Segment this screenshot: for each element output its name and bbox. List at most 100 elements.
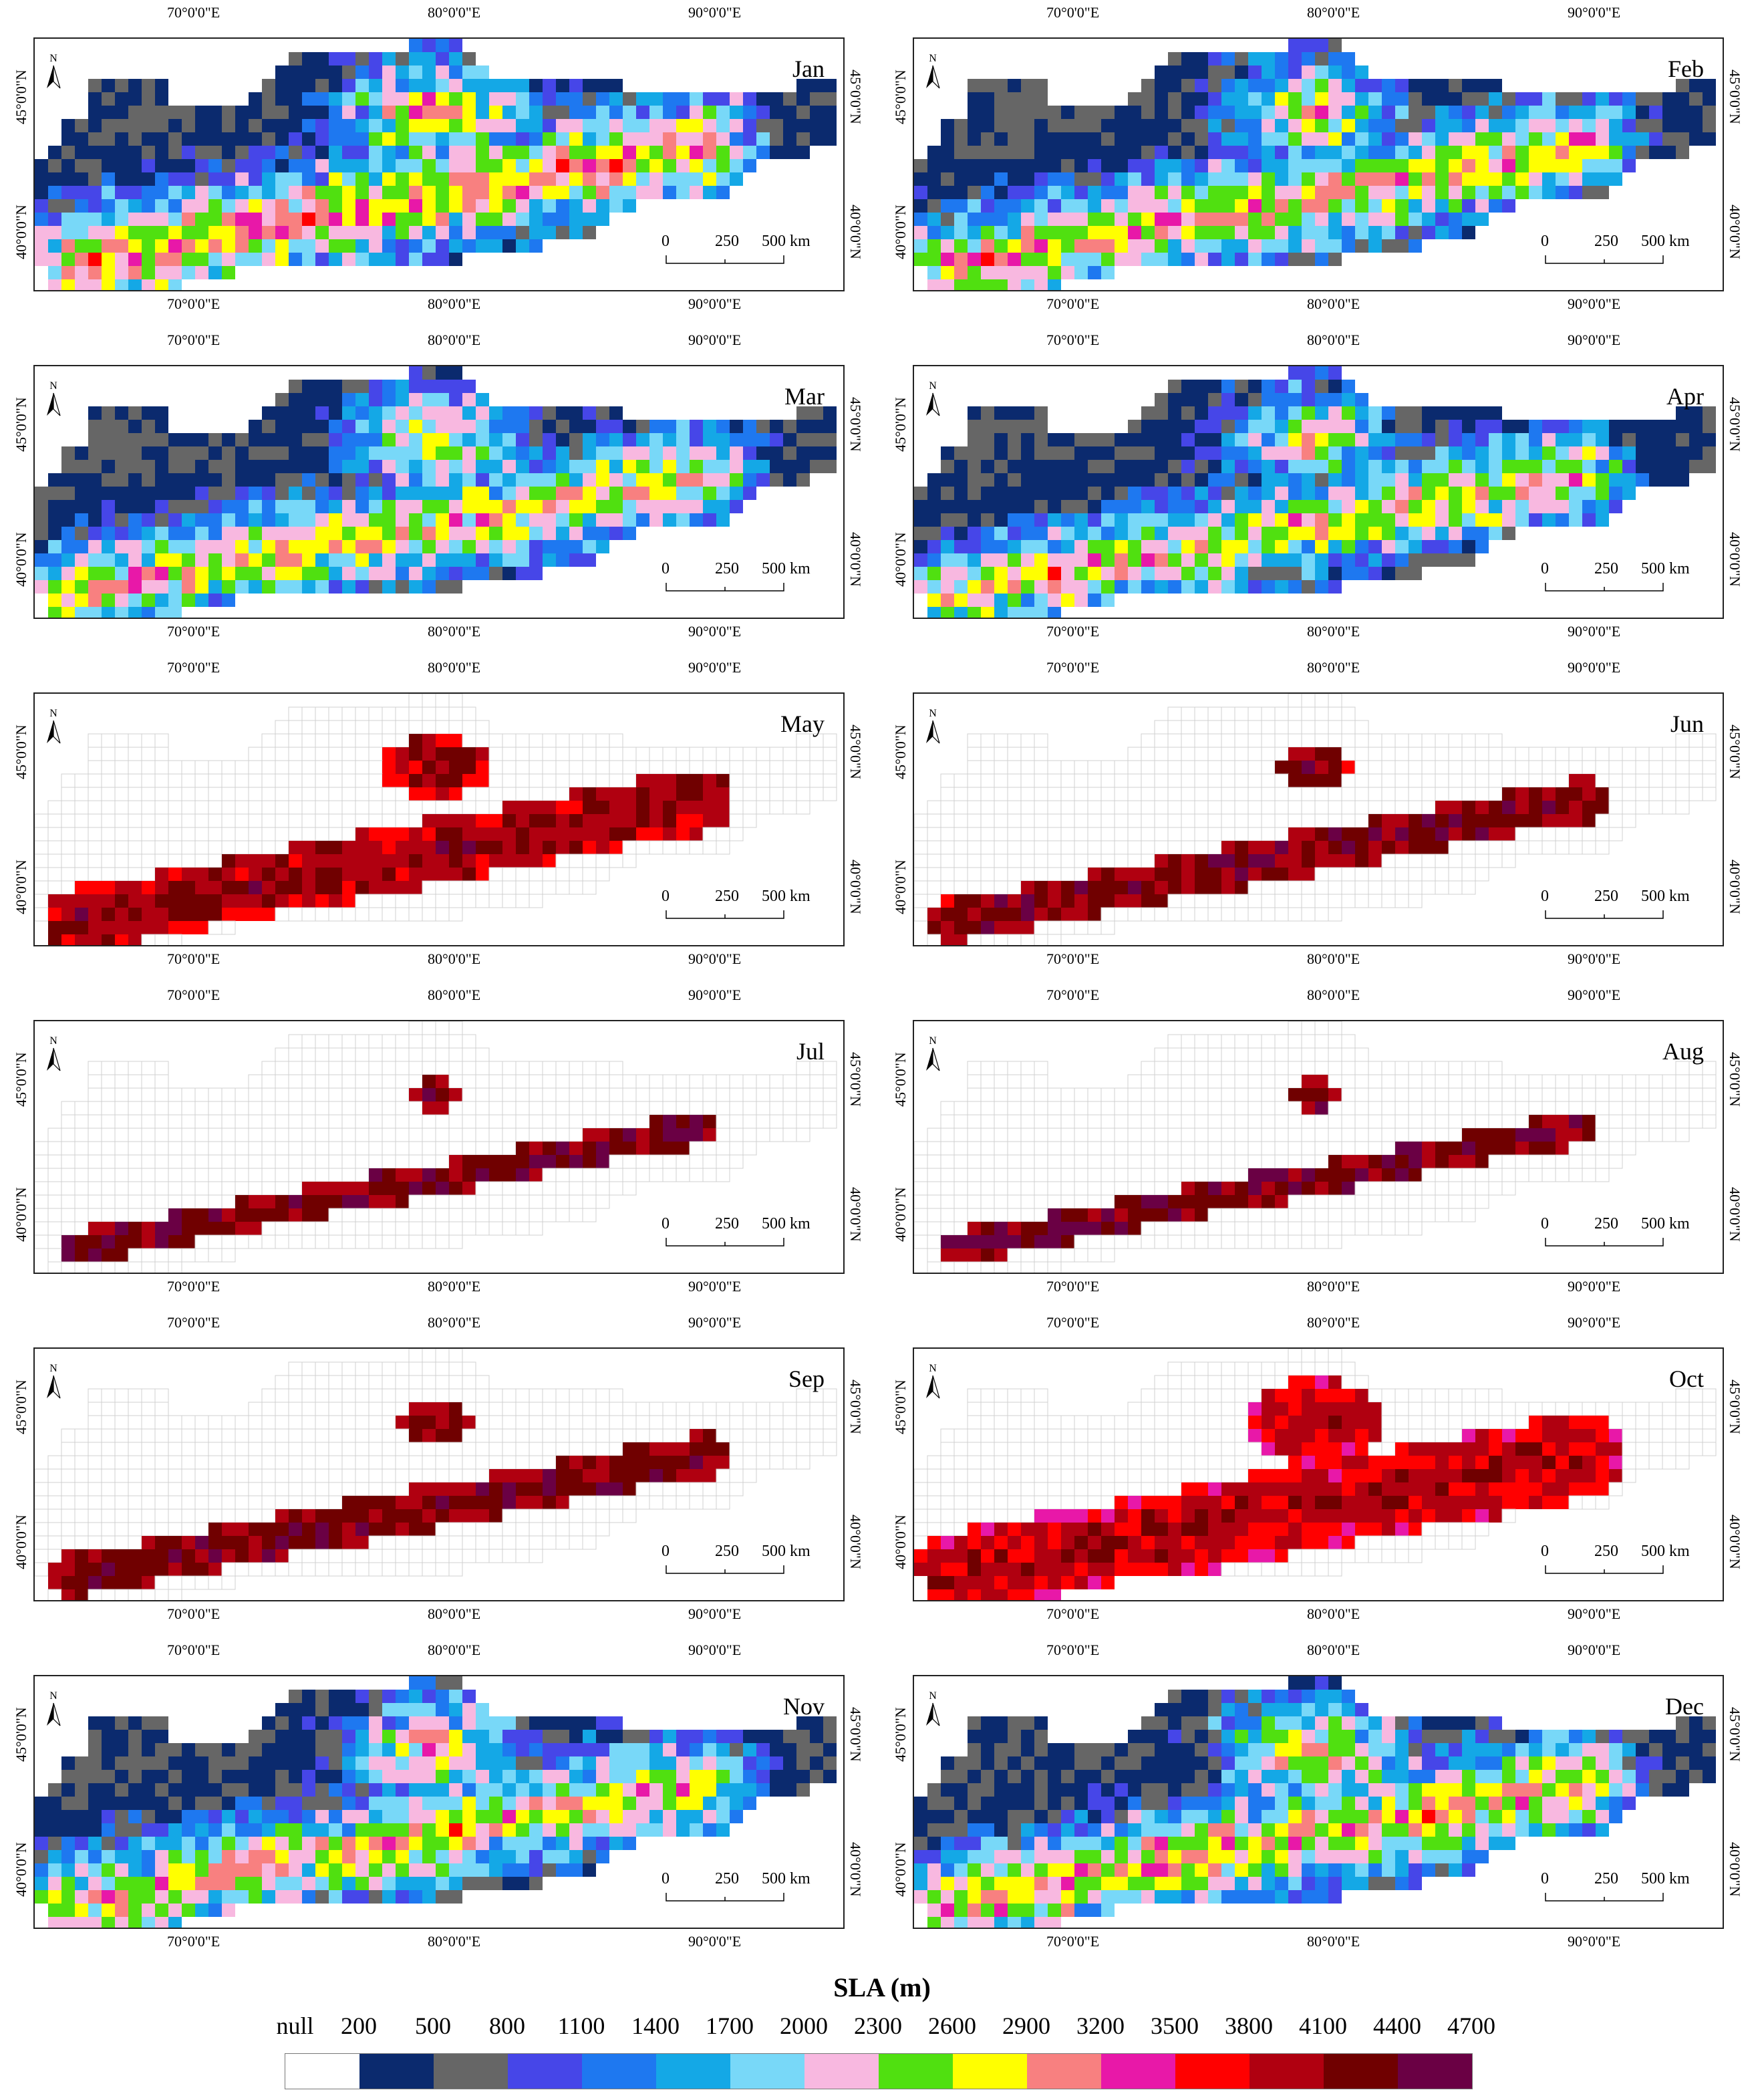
grid-cell xyxy=(462,787,476,801)
grid-cell xyxy=(1060,800,1075,815)
grid-cell xyxy=(448,1128,463,1142)
grid-cell xyxy=(953,840,968,855)
grid-cell xyxy=(1168,854,1181,868)
grid-cell xyxy=(994,199,1008,213)
grid-cell xyxy=(516,460,529,473)
grid-cell xyxy=(796,92,810,106)
grid-cell xyxy=(1155,473,1168,487)
grid-cell xyxy=(315,553,329,567)
grid-cell xyxy=(1489,420,1502,433)
grid-cell xyxy=(301,760,316,775)
grid-cell xyxy=(382,420,396,433)
grid-cell xyxy=(301,1047,316,1062)
grid-cell xyxy=(475,894,490,908)
grid-cell xyxy=(208,787,223,801)
grid-cell xyxy=(690,814,703,827)
grid-cell xyxy=(342,433,355,446)
grid-cell xyxy=(622,760,637,775)
grid-cell xyxy=(1101,487,1115,500)
grid-cell xyxy=(195,500,208,513)
grid-cell xyxy=(543,814,556,827)
grid-cell xyxy=(1221,146,1235,159)
grid-cell xyxy=(649,801,663,814)
grid-cell xyxy=(1596,500,1609,513)
grid-cell xyxy=(1529,814,1542,827)
grid-cell xyxy=(1609,132,1622,146)
grid-cell xyxy=(102,594,115,607)
grid-cell xyxy=(980,760,995,775)
grid-cell xyxy=(1288,868,1302,881)
grid-cell xyxy=(914,580,927,594)
grid-cell xyxy=(941,119,954,132)
grid-cell xyxy=(368,1128,383,1142)
grid-cell xyxy=(182,159,195,172)
grid-cell xyxy=(47,1154,62,1169)
grid-cell xyxy=(1274,880,1289,895)
grid-cell xyxy=(476,66,489,79)
grid-cell xyxy=(194,827,209,841)
grid-cell xyxy=(1488,747,1503,761)
grid-cell xyxy=(609,406,623,420)
grid-cell xyxy=(609,733,623,748)
scale-label: 250 xyxy=(1594,888,1618,905)
grid-cell xyxy=(288,1047,303,1062)
grid-cell xyxy=(396,226,409,239)
grid-cell xyxy=(302,66,315,79)
grid-cell xyxy=(968,159,981,172)
grid-cell xyxy=(422,39,436,52)
grid-cell xyxy=(1381,747,1396,761)
grid-cell xyxy=(275,800,289,815)
grid-cell xyxy=(1582,774,1596,787)
grid-cell xyxy=(208,894,222,908)
grid-cell xyxy=(235,840,249,855)
grid-cell xyxy=(823,420,837,433)
grid-cell xyxy=(155,239,168,253)
grid-cell xyxy=(1676,146,1689,159)
grid-cell xyxy=(155,908,168,921)
grid-cell xyxy=(1034,500,1048,513)
grid-cell xyxy=(1248,446,1262,460)
grid-cell xyxy=(102,79,115,92)
grid-cell xyxy=(596,159,609,172)
grid-cell xyxy=(168,800,182,815)
grid-cell xyxy=(289,567,302,580)
grid-cell xyxy=(102,460,115,473)
grid-cell xyxy=(1636,473,1649,487)
grid-cell xyxy=(436,239,449,253)
grid-cell xyxy=(1034,186,1048,199)
grid-cell xyxy=(1596,420,1609,433)
grid-cell xyxy=(1021,92,1034,106)
grid-cell xyxy=(248,1154,263,1169)
grid-cell xyxy=(1435,172,1449,186)
grid-cell xyxy=(449,540,462,553)
grid-cell xyxy=(302,460,315,473)
grid-cell xyxy=(102,239,115,253)
grid-cell xyxy=(543,841,556,854)
grid-cell xyxy=(1302,253,1315,266)
grid-cell xyxy=(1302,841,1315,854)
grid-cell xyxy=(1556,487,1569,500)
grid-cell xyxy=(649,460,663,473)
grid-cell xyxy=(128,420,142,433)
grid-cell xyxy=(1088,881,1101,894)
grid-cell xyxy=(221,760,236,775)
grid-cell xyxy=(369,446,382,460)
grid-cell xyxy=(115,119,128,132)
grid-cell xyxy=(954,934,968,945)
grid-cell xyxy=(609,106,623,119)
grid-cell xyxy=(1328,907,1342,922)
grid-cell xyxy=(1462,132,1475,146)
grid-cell xyxy=(155,79,168,92)
grid-cell xyxy=(1489,814,1502,827)
grid-cell xyxy=(690,146,703,159)
grid-cell xyxy=(1435,814,1449,827)
grid-cell xyxy=(182,894,195,908)
grid-cell xyxy=(1449,527,1462,540)
grid-cell xyxy=(1449,213,1462,226)
grid-cells xyxy=(914,39,1716,290)
grid-cell xyxy=(663,433,676,446)
grid-cell xyxy=(569,406,583,420)
grid-cell xyxy=(502,841,516,854)
grid-cell xyxy=(102,119,115,132)
grid-cell xyxy=(968,79,981,92)
